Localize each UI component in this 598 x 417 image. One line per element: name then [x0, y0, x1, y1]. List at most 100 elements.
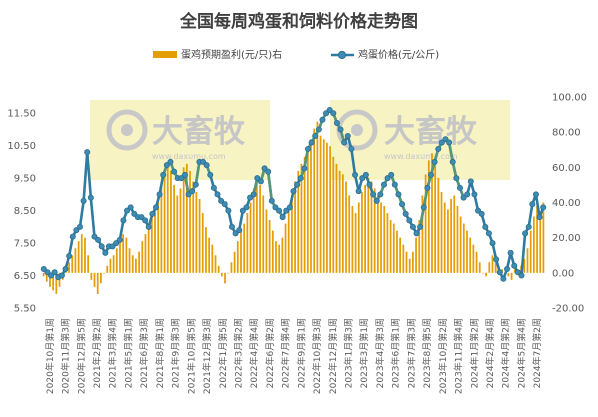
x-tick-label: 2024年4月第2周: [500, 318, 512, 388]
profit-bar: [316, 121, 319, 273]
profit-bar: [55, 272, 58, 294]
y-right-tick-label: 80.00: [552, 128, 581, 139]
price-point: [352, 171, 359, 178]
profit-bar: [240, 230, 242, 273]
profit-bar: [128, 248, 131, 273]
x-tick-label: 2023年7月第3周: [405, 318, 417, 388]
x-tick-label: 2020年11月第3周: [60, 318, 72, 394]
price-point: [163, 162, 170, 169]
price-point: [438, 139, 445, 146]
x-tick-label: 2021年3月第4周: [107, 318, 119, 388]
x-tick-label: 2021年9月第3周: [170, 318, 182, 388]
profit-bar: [491, 255, 494, 273]
price-point: [409, 223, 416, 230]
price-point: [294, 181, 301, 188]
profit-bar: [211, 244, 214, 273]
x-tick-label: 2022年10月第3周: [311, 318, 323, 394]
profit-bar: [291, 195, 293, 273]
y-right-tick-label: 0.00: [552, 268, 574, 279]
profit-bar: [275, 241, 277, 273]
x-tick-label: 2024年5月第4周: [515, 318, 527, 388]
profit-bar: [364, 184, 366, 273]
price-point: [420, 204, 427, 211]
x-axis-labels: 2020年10月第1周 2020年11月第3周 2020年12月第5周 2021年2月…: [44, 318, 543, 394]
profit-bar: [415, 237, 417, 273]
price-point: [456, 184, 463, 191]
price-point: [301, 165, 308, 172]
chart-title: 全国每周鸡蛋和饲料价格走势图: [179, 11, 418, 32]
price-point: [44, 269, 51, 276]
profit-bar: [103, 272, 105, 274]
profit-bar: [456, 206, 459, 273]
price-point: [152, 204, 159, 211]
profit-bar: [421, 195, 424, 273]
y-right-tick-label: 20.00: [552, 233, 581, 244]
price-point: [279, 214, 286, 221]
price-point: [276, 207, 283, 214]
price-point: [304, 145, 311, 152]
price-point: [446, 139, 453, 146]
x-tick-label: 2023年8月第5周: [421, 318, 433, 388]
profit-bar: [71, 255, 74, 273]
profit-bar: [100, 272, 102, 284]
price-point: [116, 236, 123, 243]
price-point: [522, 230, 529, 237]
watermark-brand-left: 大畜牧: [152, 114, 246, 150]
price-point: [228, 223, 235, 230]
profit-bar: [354, 213, 357, 273]
profit-bar: [150, 216, 153, 273]
y-left-tick-label: 6.50: [14, 271, 36, 282]
price-point: [283, 207, 290, 214]
price-point: [500, 275, 507, 282]
profit-bar: [392, 223, 395, 273]
price-point: [207, 171, 214, 178]
profit-bar: [475, 251, 478, 273]
profit-bar: [144, 234, 147, 273]
profit-bar: [529, 230, 532, 273]
x-tick-label: 2023年10月第2周: [437, 318, 449, 394]
profit-bar: [386, 213, 389, 273]
profit-bar: [389, 220, 392, 273]
profit-bar: [443, 202, 446, 273]
price-point: [503, 266, 510, 273]
price-point: [536, 214, 543, 221]
profit-bar: [119, 241, 121, 273]
profit-bar: [173, 184, 175, 273]
profit-bar: [220, 272, 223, 277]
y-right-tick-label: -20.00: [552, 304, 584, 315]
y-left-tick-label: 5.50: [14, 304, 36, 315]
profit-bar: [106, 265, 109, 273]
profit-bar: [135, 258, 137, 273]
x-tick-label: 2021年10月第5周: [185, 318, 197, 394]
profit-bar: [230, 262, 233, 273]
price-point: [200, 158, 207, 165]
price-point: [40, 266, 47, 273]
price-point: [540, 204, 547, 211]
price-point: [333, 119, 340, 126]
profit-bar: [319, 135, 322, 273]
profit-bar: [90, 272, 93, 280]
price-point: [478, 210, 485, 217]
price-point: [58, 272, 65, 279]
profit-bar: [322, 139, 325, 273]
profit-bar: [434, 163, 437, 273]
y-right-tick-label: 60.00: [552, 163, 581, 174]
price-point: [337, 126, 344, 133]
price-point: [370, 191, 377, 198]
price-point: [185, 191, 192, 198]
price-point: [131, 210, 138, 217]
profit-bar: [80, 234, 83, 273]
profit-bar: [367, 177, 370, 273]
profit-bar: [402, 244, 405, 273]
profit-bar: [284, 223, 287, 273]
price-point: [428, 171, 435, 178]
profit-bar: [68, 262, 70, 273]
x-tick-label: 2022年4月第4周: [248, 318, 260, 388]
profit-bar: [488, 262, 491, 273]
price-point: [149, 210, 156, 217]
price-point: [257, 178, 264, 185]
profit-bar: [176, 195, 179, 273]
y-left-tick-label: 7.50: [14, 239, 36, 250]
price-point: [373, 197, 380, 204]
price-point: [145, 223, 152, 230]
